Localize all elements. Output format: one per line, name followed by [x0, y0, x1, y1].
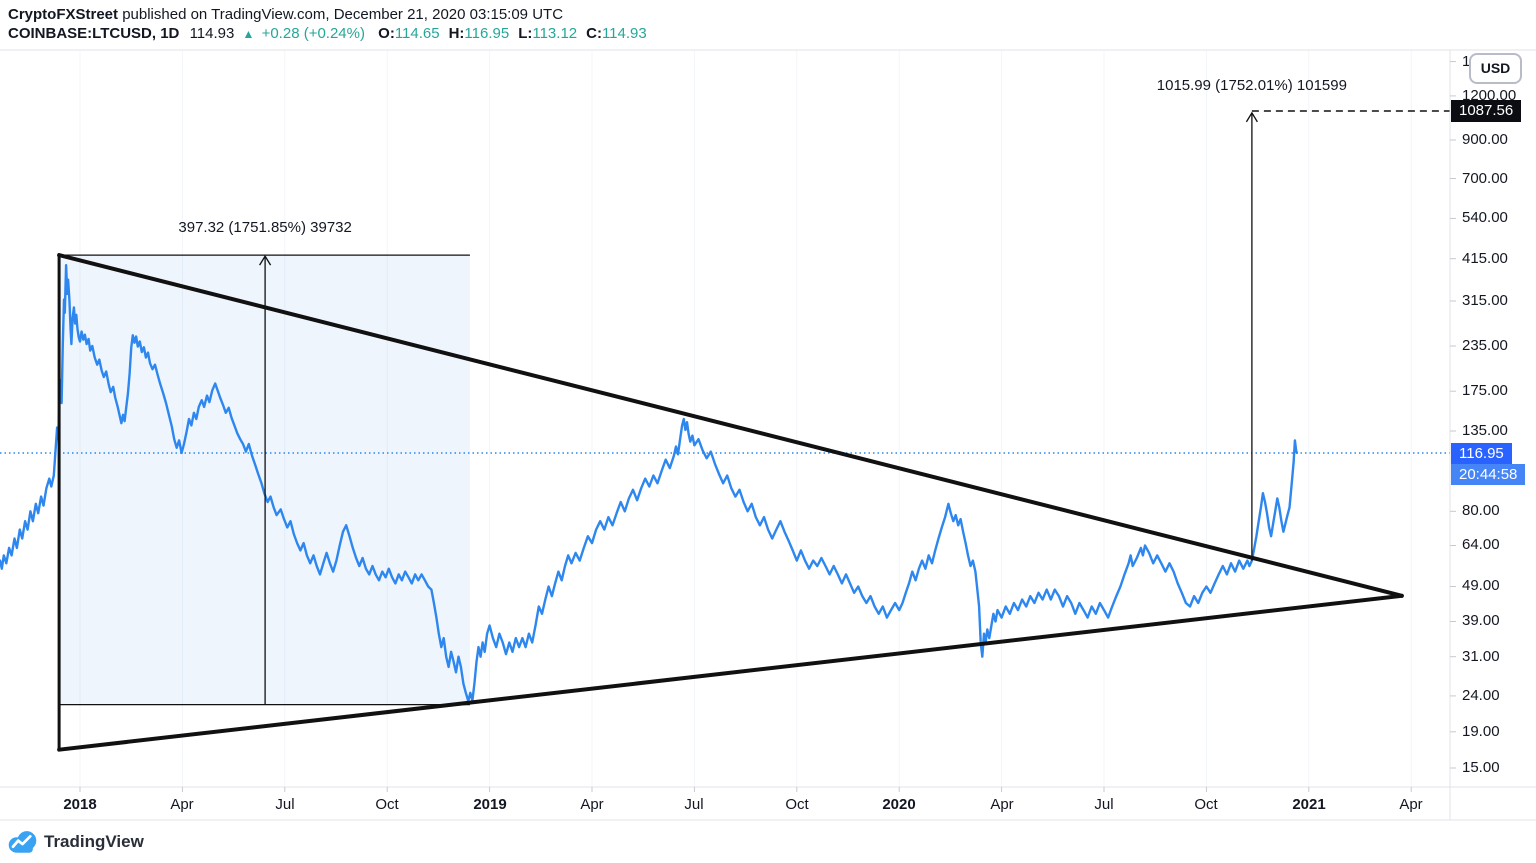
- target-price-label: 1087.56: [1451, 100, 1522, 122]
- ohlc-label: O:: [378, 25, 395, 42]
- measure-label-2020[interactable]: 1015.99 (1752.01%) 101599: [1156, 76, 1347, 94]
- x-axis-label: Oct: [785, 796, 809, 813]
- tradingview-logo-icon: [8, 831, 37, 853]
- currency-usd-button[interactable]: USD: [1469, 53, 1522, 84]
- x-axis-label: 2019: [473, 796, 507, 813]
- y-axis-label: 235.00: [1462, 337, 1508, 354]
- tradingview-logo-text: TradingView: [44, 831, 144, 851]
- chart-header: CryptoFXStreet published on TradingView.…: [8, 5, 647, 44]
- y-axis-label: 31.00: [1462, 648, 1500, 665]
- triangle-upper-trendline[interactable]: [57, 253, 1404, 598]
- y-axis-label: 19.00: [1462, 723, 1500, 740]
- measure-label-2018[interactable]: 397.32 (1751.85%) 39732: [178, 219, 352, 237]
- up-triangle-icon: ▲: [242, 27, 255, 41]
- y-axis-label: 700.00: [1462, 170, 1508, 187]
- header-line-1: CryptoFXStreet published on TradingView.…: [8, 5, 647, 24]
- y-axis-label: 80.00: [1462, 502, 1500, 519]
- tradingview-logo[interactable]: TradingView: [7, 828, 144, 855]
- y-axis-label: 1200.00: [1462, 87, 1517, 104]
- x-axis-label: Apr: [1399, 796, 1423, 813]
- published-text: published on TradingView.com, December 2…: [118, 6, 564, 23]
- price-line[interactable]: [0, 264, 1299, 703]
- measure-arrow-right-head: [1245, 111, 1258, 123]
- ohlc-value: 113.12: [532, 25, 578, 42]
- x-axis-label: 2018: [63, 796, 97, 813]
- y-axis-label: 315.00: [1462, 292, 1508, 309]
- y-axis-label: 49.00: [1462, 577, 1500, 594]
- measure-arrow-left-head: [259, 254, 272, 266]
- x-axis-label: Oct: [1194, 796, 1218, 813]
- y-axis-label: 15.00: [1462, 759, 1500, 776]
- ohlc-label: C:: [586, 25, 602, 42]
- ohlc-row: O:114.65 H:116.95 L:113.12 C:114.93: [369, 25, 647, 42]
- x-axis-label: Oct: [375, 796, 399, 813]
- y-axis-label: 39.00: [1462, 612, 1500, 629]
- ohlc-label: L:: [518, 25, 533, 42]
- x-axis-label: Jul: [275, 796, 295, 813]
- y-axis-label: 175.00: [1462, 382, 1508, 399]
- ohlc-value: 116.95: [464, 25, 510, 42]
- triangle-lower-trendline[interactable]: [57, 593, 1404, 752]
- x-axis-label: Apr: [580, 796, 604, 813]
- countdown-label: 20:44:58: [1451, 464, 1526, 485]
- y-axis-label: 415.00: [1462, 250, 1508, 267]
- y-axis-label: 24.00: [1462, 687, 1500, 704]
- current-price-label: 116.95: [1451, 443, 1512, 464]
- ohlc-value: 114.65: [394, 25, 440, 42]
- y-axis-label: 135.00: [1462, 422, 1508, 439]
- x-axis-label: 2021: [1292, 796, 1326, 813]
- ohlc-label: H:: [448, 25, 465, 42]
- price-change: +0.28 (+0.24%): [261, 25, 365, 42]
- header-line-2: COINBASE:LTCUSD, 1D 114.93 ▲ +0.28 (+0.2…: [8, 24, 647, 44]
- x-axis-label: Jul: [684, 796, 704, 813]
- x-axis-label: Jul: [1094, 796, 1114, 813]
- x-axis-label: Apr: [170, 796, 194, 813]
- x-axis-label: Apr: [990, 796, 1014, 813]
- author-name: CryptoFXStreet: [8, 6, 119, 23]
- ohlc-value: 114.93: [601, 25, 647, 42]
- x-axis-label: 2020: [882, 796, 916, 813]
- y-axis-label: 64.00: [1462, 536, 1500, 553]
- symbol-title: COINBASE:LTCUSD, 1D: [8, 25, 180, 42]
- y-axis-label: 540.00: [1462, 209, 1508, 226]
- last-price: 114.93: [189, 25, 235, 42]
- y-axis-label: 900.00: [1462, 131, 1508, 148]
